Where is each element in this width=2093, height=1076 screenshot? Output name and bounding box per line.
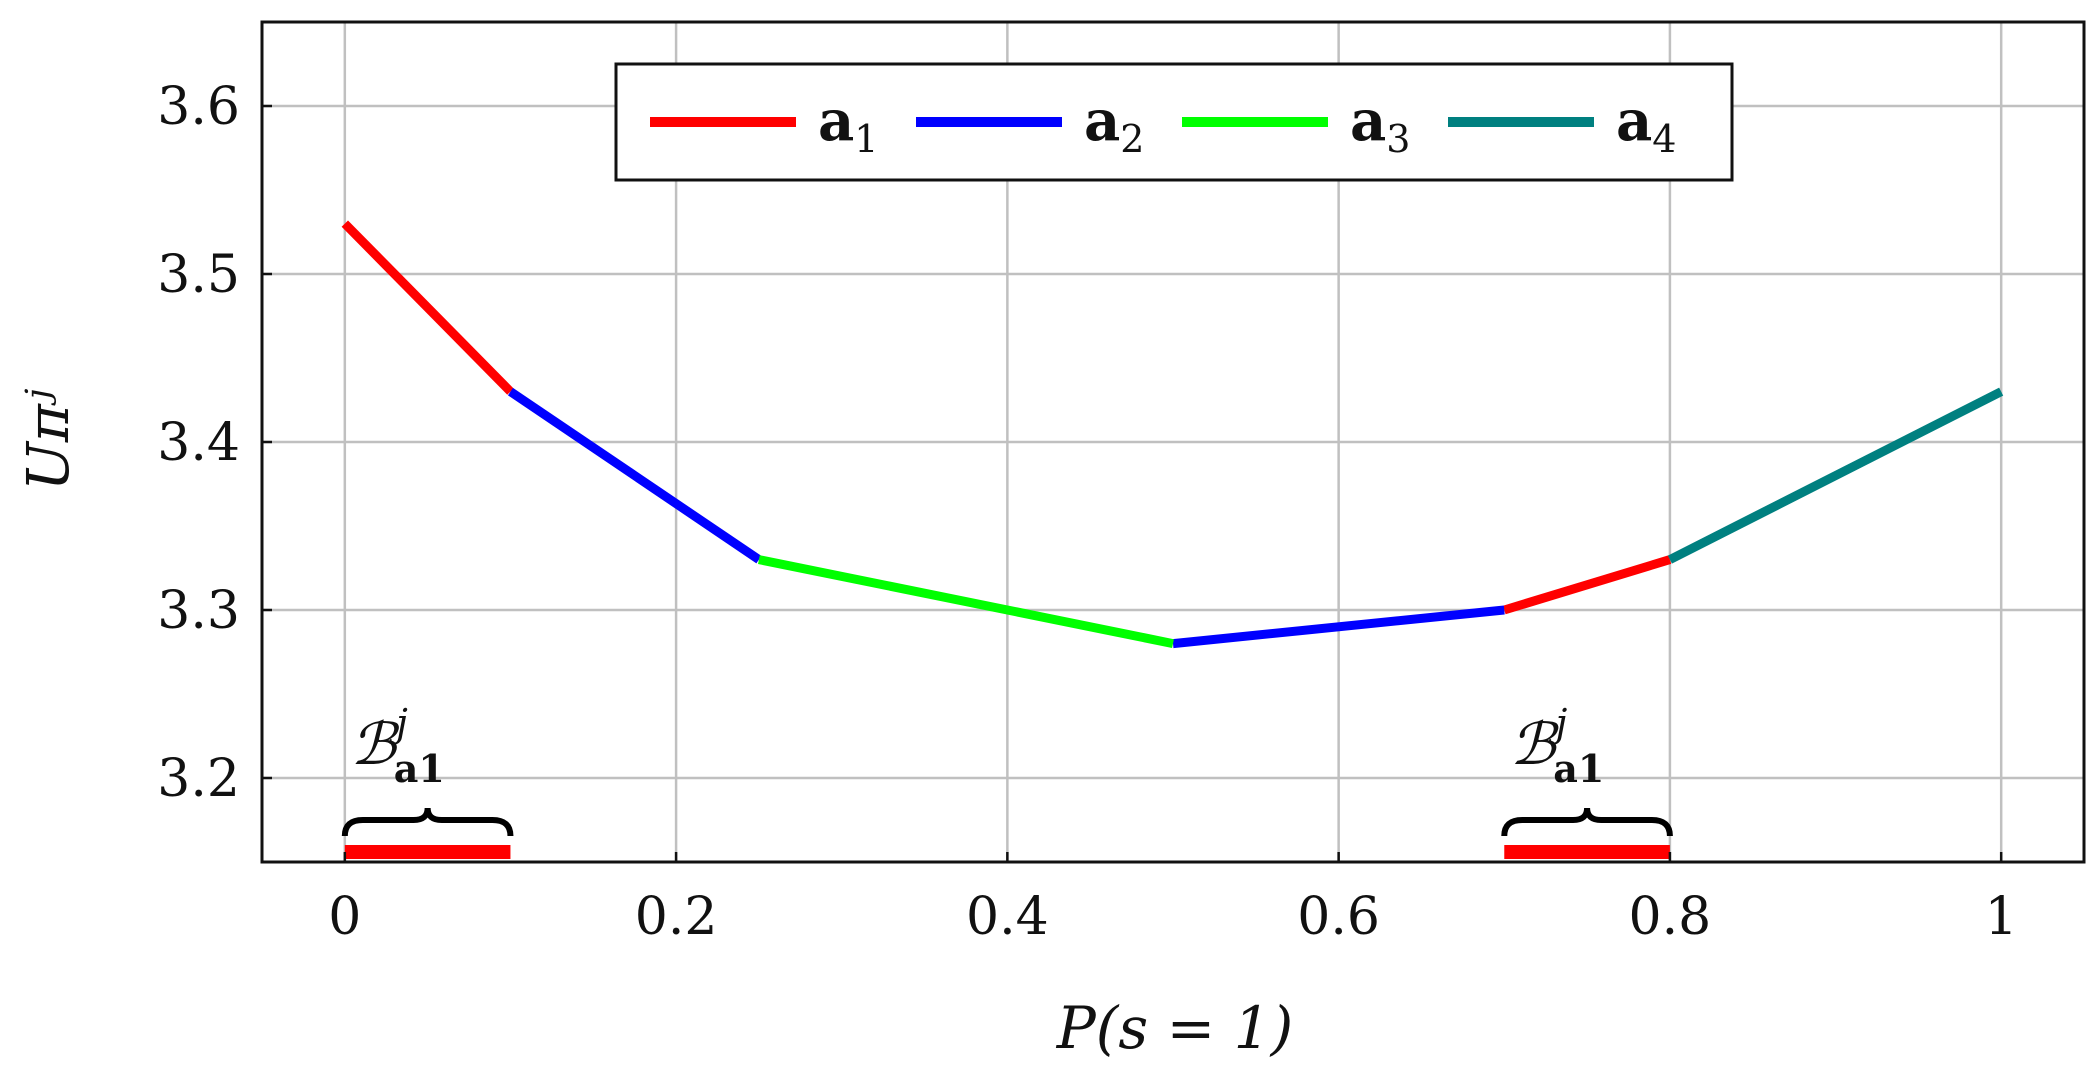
y-axis-label: Uπʲ [14, 388, 82, 491]
y-tick-label: 3.5 [157, 245, 240, 305]
x-axis-label: P(s = 1) [1056, 994, 1293, 1062]
annotation-label-1: ℬj a1 [1510, 701, 1604, 791]
y-tick-label: 3.6 [157, 77, 240, 137]
series-a3-segment-0 [758, 555, 1174, 649]
x-tick-label: 0.4 [966, 887, 1049, 947]
x-tick-label: 0.8 [1629, 887, 1712, 947]
series-a1-segment-1 [1502, 555, 1672, 615]
y-tick-label: 3.4 [157, 413, 240, 473]
annotation-brace-1 [1501, 807, 1673, 837]
annotation-brace-0 [341, 807, 514, 837]
legend-label-a4: a4 [1616, 88, 1676, 161]
x-tick-label: 0.6 [1297, 887, 1380, 947]
tick-labels: 0 0.2 0.4 0.6 0.8 1 3.2 3.3 3.4 3.5 3.6 [157, 77, 2017, 947]
x-tick-label: 0.2 [635, 887, 718, 947]
series-a4-segment-0 [1667, 387, 2004, 564]
annotations: ℬj a1 ℬj a1 [341, 701, 1673, 859]
series-lines [341, 220, 2004, 649]
annotation-label-0: ℬj a1 [350, 701, 444, 791]
legend: a1 a2 a3 a4 [614, 62, 1734, 182]
x-tick-label: 1 [1985, 887, 2018, 947]
series-a2-segment-0 [507, 387, 762, 564]
series-a1-segment-0 [341, 220, 514, 395]
series-a2-segment-1 [1172, 605, 1505, 649]
y-tick-label: 3.2 [157, 749, 240, 809]
y-tick-label: 3.3 [157, 581, 240, 641]
x-tick-label: 0 [328, 887, 361, 947]
